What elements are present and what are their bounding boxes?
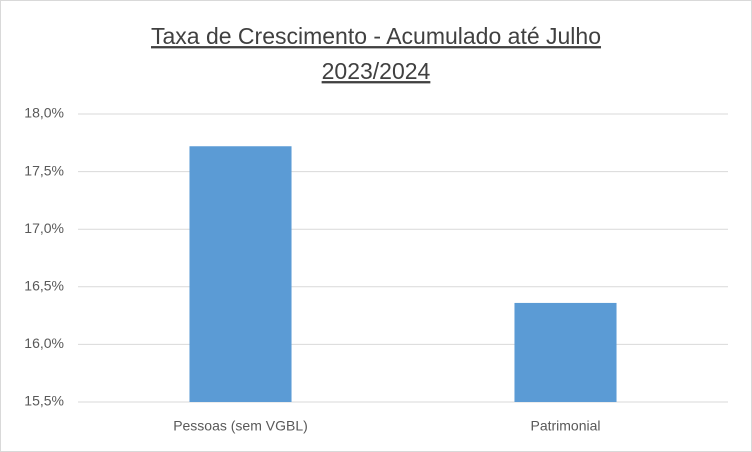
y-tick-label: 15,5%: [24, 393, 64, 409]
y-tick-label: 17,5%: [24, 162, 64, 178]
x-tick-label: Patrimonial: [530, 418, 600, 434]
bar: [514, 302, 617, 402]
bar: [189, 146, 292, 402]
y-tick-label: 16,0%: [24, 335, 64, 351]
x-tick-label: Pessoas (sem VGBL): [173, 418, 308, 434]
y-tick-label: 17,0%: [24, 220, 64, 236]
y-tick-label: 16,5%: [24, 278, 64, 294]
chart-title: Taxa de Crescimento - Acumulado até Julh…: [151, 23, 601, 49]
y-tick-label: 18,0%: [24, 105, 64, 121]
chart-title: 2023/2024: [322, 58, 431, 84]
